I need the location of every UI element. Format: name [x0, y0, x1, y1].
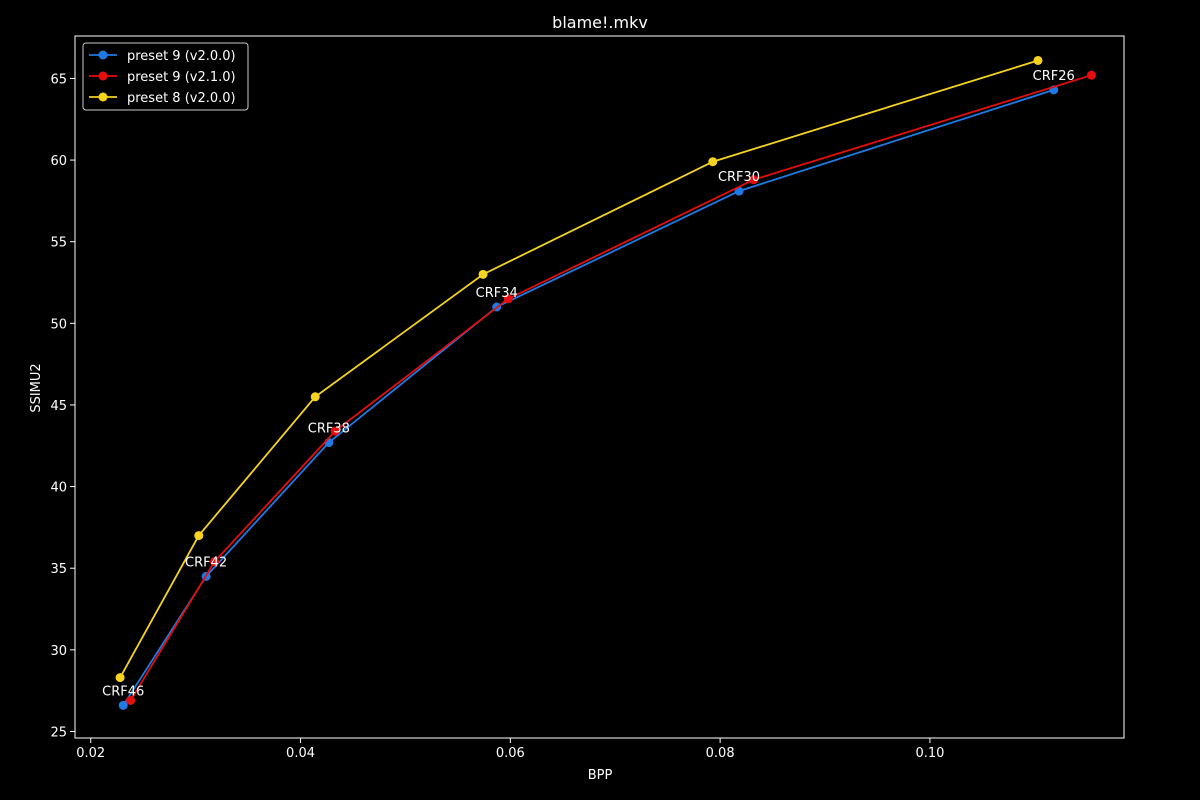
- data-point: [126, 695, 136, 705]
- y-tick-label: 60: [50, 154, 67, 169]
- crf-annotation: CRF46: [102, 684, 144, 699]
- annotations: CRF46 CRF42 CRF38 CRF34 CRF30 CRF26: [102, 69, 1075, 699]
- legend-item: preset 9 (v2.1.0): [89, 70, 236, 85]
- series-2: [126, 70, 1096, 705]
- x-axis-label: BPP: [588, 768, 613, 783]
- data-point: [115, 673, 125, 683]
- x-tick-label: 0.02: [76, 746, 105, 761]
- x-tick-label: 0.06: [496, 746, 525, 761]
- x-tick-label: 0.04: [286, 746, 315, 761]
- x-tick-label: 0.10: [915, 746, 944, 761]
- data-point: [749, 175, 759, 185]
- data-point: [194, 531, 204, 541]
- legend-box: [82, 42, 249, 111]
- series-layer: [115, 55, 1096, 710]
- series-line: [119, 59, 1039, 679]
- legend-label: preset 9 (v2.1.0): [127, 70, 236, 85]
- crf-annotation: CRF34: [476, 286, 518, 301]
- series-3: [115, 55, 1043, 683]
- y-tick-label: 50: [50, 317, 67, 332]
- data-point: [503, 294, 513, 304]
- crf-annotation: CRF30: [718, 170, 760, 185]
- y-tick-label: 55: [50, 236, 67, 251]
- data-point: [118, 700, 128, 710]
- chart-title: blame!.mkv: [552, 13, 648, 32]
- x-axis: 0.02 0.04 0.06 0.08 0.10: [76, 738, 944, 761]
- legend: preset 9 (v2.0.0) preset 9 (v2.1.0) preset…: [82, 42, 249, 111]
- legend-marker: [98, 92, 108, 102]
- legend-item: preset 8 (v2.0.0): [89, 91, 236, 106]
- plot-area: [74, 35, 1125, 739]
- data-point: [330, 426, 340, 436]
- legend-label: preset 9 (v2.0.0): [127, 49, 236, 64]
- data-point: [1086, 70, 1096, 80]
- crf-annotation: CRF26: [1033, 69, 1075, 84]
- legend-item: preset 9 (v2.0.0): [89, 49, 236, 64]
- data-point: [1033, 55, 1043, 65]
- y-axis: 25 30 35 40 45 50 55 60 65: [50, 72, 75, 740]
- x-tick-label: 0.08: [706, 746, 735, 761]
- data-point: [310, 392, 320, 402]
- legend-label: preset 8 (v2.0.0): [127, 91, 236, 106]
- y-tick-label: 65: [50, 72, 67, 87]
- y-tick-label: 30: [50, 644, 67, 659]
- legend-marker: [98, 71, 108, 81]
- legend-marker: [98, 50, 108, 60]
- y-tick-label: 25: [50, 725, 67, 740]
- crf-annotation: CRF38: [308, 422, 350, 437]
- y-tick-label: 45: [50, 399, 67, 414]
- series-line: [129, 74, 1092, 701]
- y-tick-label: 40: [50, 481, 67, 496]
- crf-annotation: CRF42: [185, 555, 227, 570]
- y-axis-label: SSIMU2: [29, 363, 44, 412]
- data-point: [708, 157, 718, 167]
- y-tick-label: 35: [50, 562, 67, 577]
- data-point: [210, 557, 220, 567]
- data-point: [478, 269, 488, 279]
